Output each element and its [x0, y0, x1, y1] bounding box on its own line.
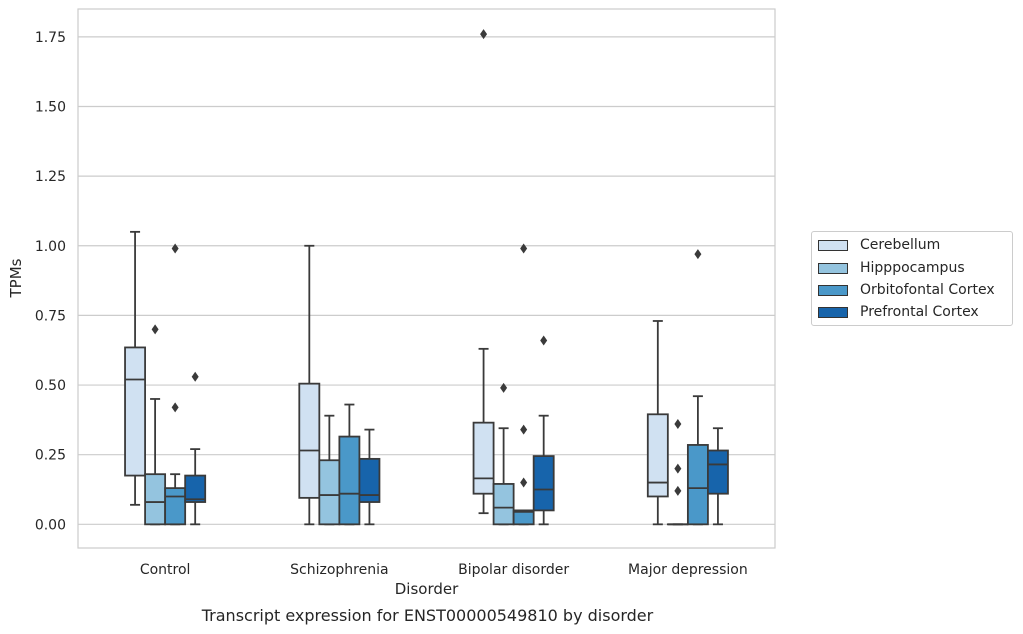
figure-caption: Transcript expression for ENST0000054981…	[201, 606, 654, 625]
legend-item-hippocampus: Hipppocampus	[818, 258, 965, 278]
y-tick-label: 0.75	[35, 308, 66, 324]
box-iqr	[298, 382, 321, 499]
legend-label: Prefrontal Cortex	[860, 304, 979, 320]
y-tick-label: 1.50	[35, 99, 66, 115]
y-tick-label: 0.00	[35, 517, 66, 533]
legend-swatch-prefrontal-cortex	[818, 306, 848, 318]
outlier-point	[520, 424, 528, 435]
box-1-0	[144, 398, 167, 526]
box-iqr	[646, 413, 669, 498]
box-1-2	[492, 427, 515, 526]
x-tick-label: Control	[140, 562, 191, 578]
x-axis-label: Disorder	[394, 580, 459, 598]
box-iqr	[164, 487, 187, 526]
legend-item-orbitofrontal-cortex: Orbitofontal Cortex	[818, 280, 995, 300]
box-iqr	[512, 509, 535, 526]
box-0-3	[646, 320, 669, 526]
box-2-3	[686, 395, 709, 526]
outlier-point	[171, 402, 179, 413]
y-tick-label: 1.25	[35, 169, 66, 185]
y-axis-label: TPMs	[7, 258, 25, 298]
box-iqr	[358, 457, 381, 503]
outlier-point	[191, 371, 199, 382]
outlier-point	[694, 249, 702, 260]
box-2-2	[512, 509, 535, 526]
outlier-point	[151, 324, 159, 335]
x-tick-label: Bipolar disorder	[458, 562, 569, 578]
outlier-markers	[151, 29, 702, 496]
grid-lines	[78, 36, 775, 525]
legend-label: Cerebellum	[860, 237, 941, 253]
legend-swatch-cerebellum	[818, 239, 848, 251]
legend-item-cerebellum: Cerebellum	[818, 235, 940, 255]
x-tick-label: Schizophrenia	[290, 562, 388, 578]
box-3-0	[184, 448, 207, 526]
box-2-1	[338, 403, 361, 526]
outlier-point	[171, 243, 179, 254]
box-iqr	[492, 483, 515, 526]
axis-ticks: 0.00 0.25 0.50 0.75 1.00 1.25 1.50 1.75 Control S…	[35, 30, 748, 578]
box-1-1	[318, 414, 341, 526]
legend-label: Orbitofontal Cortex	[860, 282, 995, 298]
box-iqr	[338, 435, 361, 526]
y-tick-label: 1.00	[35, 239, 66, 255]
plot-frame	[77, 8, 776, 549]
legend-label: Hipppocampus	[860, 260, 965, 276]
box-iqr	[184, 474, 207, 503]
box-iqr	[532, 455, 555, 512]
box-0-2	[472, 347, 495, 515]
box-2-0	[164, 473, 187, 526]
y-tick-label: 1.75	[35, 30, 66, 46]
outlier-point	[520, 477, 528, 488]
outlier-point	[674, 419, 682, 430]
box-iqr	[472, 421, 495, 495]
box-iqr	[144, 473, 167, 526]
legend-item-prefrontal-cortex: Prefrontal Cortex	[818, 302, 979, 322]
box-0-1	[298, 244, 321, 526]
box-iqr	[318, 459, 341, 526]
box-3-3	[707, 427, 729, 526]
x-tick-label: Major depression	[628, 562, 748, 578]
outlier-point	[500, 382, 508, 393]
box-3-2	[532, 414, 555, 526]
box-iqr	[707, 449, 729, 495]
y-tick-label: 0.25	[35, 448, 66, 464]
box-plot-boxes	[124, 230, 729, 526]
box-0-0	[124, 230, 146, 506]
box-iqr	[686, 444, 709, 526]
outlier-point	[520, 243, 528, 254]
legend: Cerebellum Hipppocampus Orbitofontal Cor…	[811, 231, 1013, 326]
legend-swatch-orbitofrontal-cortex	[818, 284, 848, 296]
outlier-point	[480, 29, 488, 40]
y-tick-label: 0.50	[35, 378, 66, 394]
outlier-point	[540, 335, 548, 346]
outlier-point	[674, 463, 682, 474]
outlier-point	[674, 485, 682, 496]
box-3-1	[358, 428, 381, 526]
box-iqr	[124, 346, 146, 477]
legend-swatch-hippocampus	[818, 262, 848, 274]
